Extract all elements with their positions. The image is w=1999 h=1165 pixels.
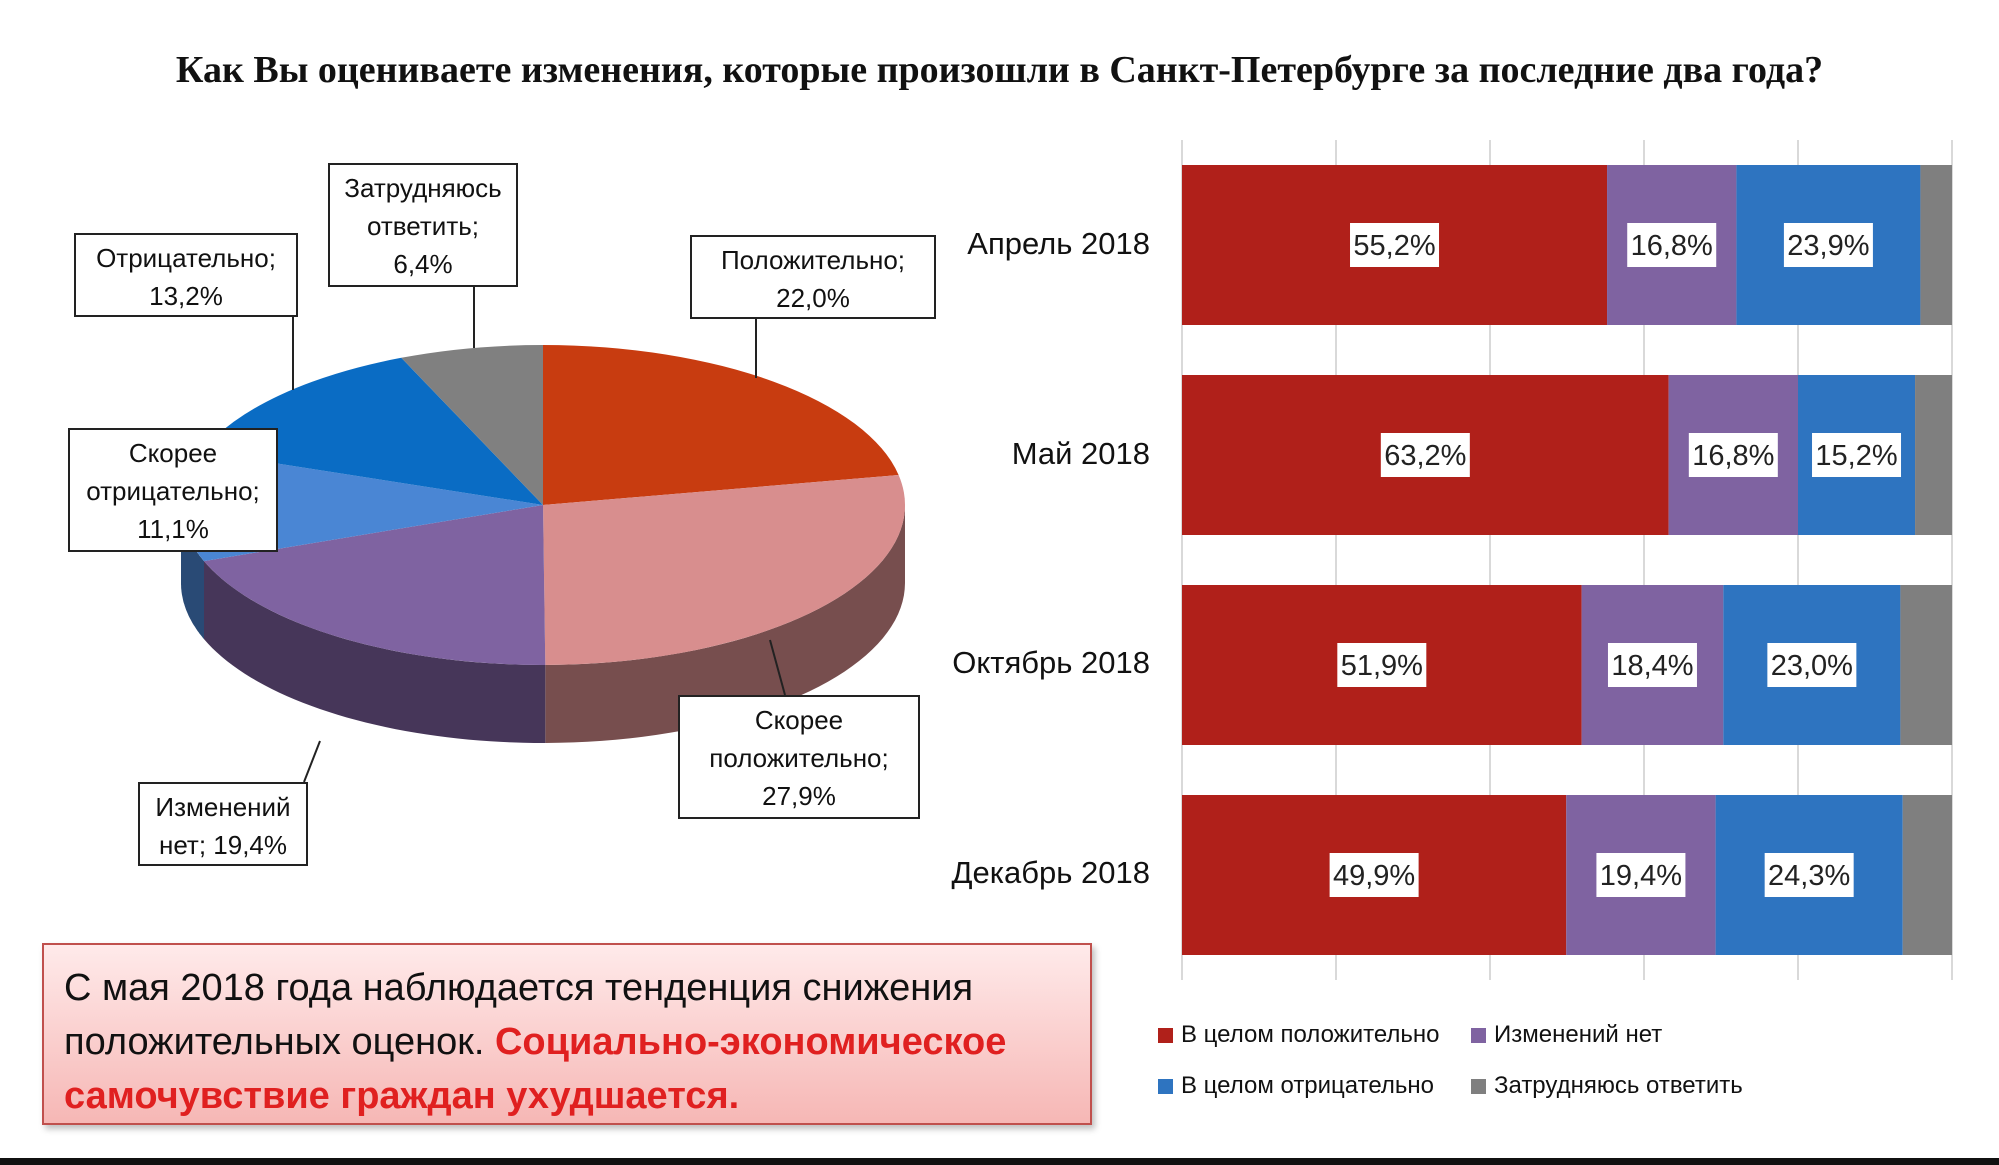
bar-category-label: Апрель 2018	[967, 226, 1150, 261]
data-label: 18,4%	[1611, 650, 1693, 682]
data-label-box	[1764, 853, 1854, 897]
data-label-box	[1596, 853, 1686, 897]
pie-label-hard: Затрудняюсь ответить; 6,4%	[328, 163, 518, 287]
note-highlight-text: Социально-экономическое самочувствие гра…	[64, 1021, 1007, 1117]
data-label-box	[1767, 643, 1857, 687]
pie-label-no-change: Изменений нет; 19,4%	[138, 782, 308, 866]
bar-segment	[1915, 375, 1952, 535]
bar-segment	[1902, 795, 1952, 955]
legend-swatch	[1158, 1078, 1173, 1094]
pie-leader-line	[303, 740, 321, 783]
data-label-box	[1783, 223, 1873, 267]
pie-slice	[401, 345, 543, 505]
data-label: 63,2%	[1384, 440, 1466, 472]
pie-label-positive: Положительно; 22,0%	[690, 235, 936, 319]
data-label: 15,2%	[1815, 440, 1897, 472]
pie-slice	[543, 345, 899, 505]
pie-slice	[201, 357, 543, 505]
data-label: 55,2%	[1353, 230, 1435, 262]
legend-swatch	[1471, 1078, 1486, 1094]
bar-category-label: Декабрь 2018	[951, 855, 1150, 890]
pie-label-rather-positive: Скорее положительно; 27,9%	[678, 695, 920, 819]
bar-category-label: Октябрь 2018	[952, 645, 1150, 680]
pie-label-negative: Отрицательно; 13,2%	[74, 233, 298, 317]
data-label: 51,9%	[1341, 650, 1423, 682]
legend-swatch	[1158, 1027, 1173, 1043]
data-label-box	[1337, 643, 1427, 687]
bottom-border	[0, 1158, 1999, 1165]
legend-swatch	[1471, 1027, 1486, 1043]
data-label-box	[1607, 643, 1697, 687]
pie-slice	[204, 505, 546, 666]
bar-category-label: Май 2018	[1011, 436, 1150, 471]
data-label: 23,9%	[1787, 230, 1869, 262]
legend-item-negative: В целом отрицательно	[1158, 1072, 1434, 1100]
pie-slice	[543, 475, 906, 665]
data-label-box	[1688, 433, 1778, 477]
legend-item-hard: Затрудняюсь ответить	[1471, 1072, 1743, 1100]
data-label-box	[1350, 223, 1440, 267]
data-label-box	[1627, 223, 1717, 267]
conclusion-note: С мая 2018 года наблюдается тенденция сн…	[42, 943, 1092, 1125]
bar-segment	[1920, 165, 1952, 325]
bar-segment	[1900, 585, 1952, 745]
data-label-box	[1329, 853, 1419, 897]
data-label: 16,8%	[1631, 230, 1713, 262]
chart-title: Как Вы оцениваете изменения, которые про…	[175, 49, 1824, 91]
data-label: 19,4%	[1600, 860, 1682, 892]
data-label: 16,8%	[1692, 440, 1774, 472]
pie-slice-side	[204, 561, 546, 743]
data-label: 24,3%	[1768, 860, 1850, 892]
data-label: 23,0%	[1771, 650, 1853, 682]
legend-item-positive: В целом положительно	[1158, 1021, 1440, 1049]
pie-label-rather-negative: Скорее отрицательно; 11,1%	[68, 428, 278, 552]
pie-slice-side	[545, 505, 905, 743]
data-label: 49,9%	[1333, 860, 1415, 892]
note-plain-text: С мая 2018 года наблюдается тенденция сн…	[64, 967, 974, 1063]
data-label-box	[1812, 433, 1902, 477]
pie-leader-line	[769, 639, 786, 696]
data-label-box	[1380, 433, 1470, 477]
legend-item-no-change: Изменений нет	[1471, 1021, 1662, 1049]
